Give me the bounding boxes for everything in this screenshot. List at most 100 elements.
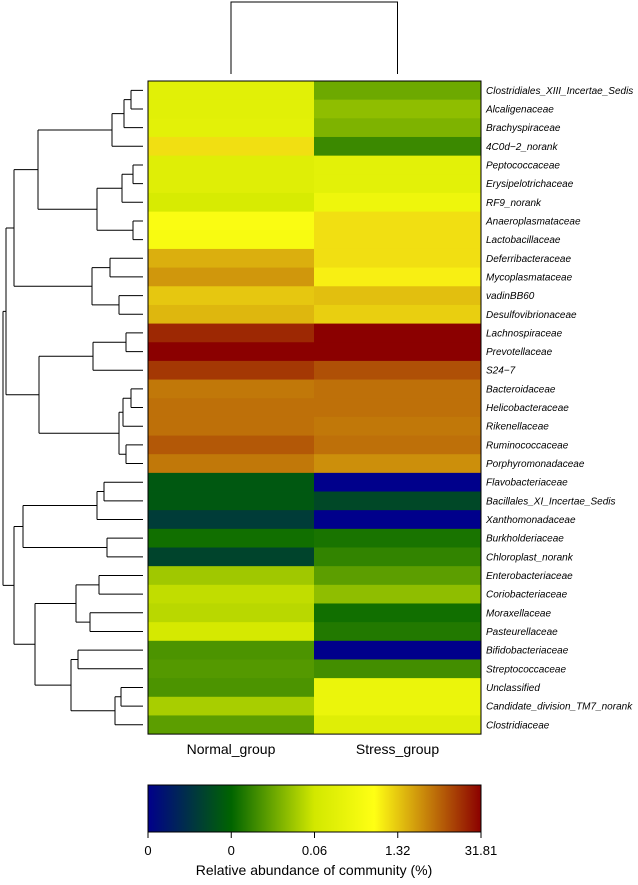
row-label: Lachnospiraceae <box>486 328 563 339</box>
row-label: Coriobacteriaceae <box>486 590 568 601</box>
heatmap-border <box>147 80 482 735</box>
heatmap-cell <box>148 248 314 268</box>
heatmap-cell <box>314 491 481 511</box>
heatmap-cell <box>314 304 481 324</box>
heatmap-cell <box>148 323 314 343</box>
heatmap-cell <box>314 342 481 362</box>
heatmap-cell <box>314 136 481 157</box>
row-label: Brachyspiraceae <box>486 123 561 134</box>
heatmap-cell <box>314 99 481 119</box>
heatmap-cell <box>314 211 481 231</box>
legend-title: Relative abundance of community (%) <box>196 862 433 878</box>
heatmap-cell <box>314 81 481 101</box>
heatmap-cell <box>314 715 481 735</box>
row-label: Deferribacteraceae <box>486 254 571 265</box>
heatmap-cell <box>148 304 314 324</box>
row-label: Unclassified <box>486 683 540 694</box>
heatmap-cell <box>314 230 481 250</box>
heatmap-cell <box>148 454 314 474</box>
heatmap-cell <box>148 118 314 138</box>
row-label: Erysipelotrichaceae <box>486 179 574 190</box>
heatmap-cell <box>314 528 481 548</box>
legend-ticks: 0 0 0.06 1.32 31.81 <box>144 832 497 858</box>
heatmap-cell <box>148 584 314 604</box>
row-label: Lactobacillaceae <box>486 235 561 246</box>
row-label: Ruminococcaceae <box>486 440 569 451</box>
row-label: RF9_norank <box>486 198 542 209</box>
row-label: 4C0d−2_norank <box>486 142 558 153</box>
heatmap-cell <box>314 640 481 660</box>
heatmap-cell <box>314 286 481 306</box>
row-label: Bifidobacteriaceae <box>486 646 569 657</box>
legend-tick-label: 0.06 <box>302 843 327 858</box>
heatmap-cell <box>148 398 314 418</box>
heatmap-cell <box>314 155 481 175</box>
heatmap-cell <box>314 416 481 436</box>
color-legend: 0 0 0.06 1.32 31.81 Relative abundance of co… <box>144 784 497 878</box>
heatmap-cell <box>148 211 314 231</box>
heatmap-cell <box>314 360 481 380</box>
heatmap-cell <box>148 603 314 623</box>
row-label: Alcaligenaceae <box>485 104 554 115</box>
heatmap-cell <box>148 622 314 642</box>
heatmap-cell <box>148 696 314 716</box>
row-label: Bacteroidaceae <box>486 384 556 395</box>
row-label: Moraxellaceae <box>486 608 551 619</box>
heatmap-cell <box>314 118 481 138</box>
heatmap-cell <box>314 584 481 604</box>
heatmap-cell <box>314 566 481 586</box>
row-label: Helicobacteraceae <box>486 403 569 414</box>
heatmap-cell <box>148 715 314 735</box>
row-label: Burkholderiaceae <box>486 534 564 545</box>
heatmap-cell <box>148 416 314 436</box>
heatmap-cell <box>148 155 314 175</box>
heatmap-cell <box>148 286 314 306</box>
heatmap-cell <box>148 678 314 698</box>
row-label: Pasteurellaceae <box>486 627 558 638</box>
row-label: Clostridiaceae <box>486 720 550 731</box>
heatmap-cell <box>314 659 481 679</box>
legend-tick-label: 0 <box>144 843 151 858</box>
heatmap-cell <box>314 678 481 698</box>
row-label: Xanthomonadaceae <box>485 515 576 526</box>
heatmap-cell <box>148 342 314 362</box>
heatmap-cell <box>314 603 481 623</box>
column-label: Normal_group <box>187 741 276 757</box>
heatmap-cell <box>314 379 481 399</box>
row-label: Peptococcaceae <box>486 160 560 171</box>
heatmap-cell <box>314 323 481 343</box>
heatmap-cell <box>148 528 314 548</box>
row-label: vadinBB60 <box>486 291 535 302</box>
row-label: Porphyromonadaceae <box>486 459 585 470</box>
heatmap-cell <box>314 622 481 642</box>
row-label: Streptococcaceae <box>486 664 566 675</box>
heatmap-cells <box>148 81 481 735</box>
row-label: Mycoplasmataceae <box>486 272 573 283</box>
row-dendrogram <box>2 89 143 726</box>
legend-tick-label: 31.81 <box>465 843 498 858</box>
heatmap-cell <box>148 174 314 194</box>
column-dendrogram-branch <box>230 1 398 74</box>
heatmap-cell <box>314 267 481 287</box>
legend-tick-label: 0 <box>228 843 235 858</box>
heatmap-cell <box>314 472 481 492</box>
row-label: Desulfovibrionaceae <box>486 310 577 321</box>
heatmap-cell <box>148 136 314 157</box>
heatmap-cell <box>314 398 481 418</box>
heatmap-cell <box>148 81 314 101</box>
heatmap-cell <box>314 174 481 194</box>
row-label: Clostridiales_XIII_Incertae_Sedis <box>486 86 633 97</box>
heatmap-cell <box>148 472 314 492</box>
row-label: Rikenellaceae <box>486 422 549 433</box>
heatmap-cell <box>148 547 314 567</box>
heatmap-cell <box>148 267 314 287</box>
row-label: Anaeroplasmataceae <box>485 216 581 227</box>
row-label: Candidate_division_TM7_norank <box>486 702 633 713</box>
column-labels: Normal_group Stress_group <box>187 741 440 757</box>
heatmap-cell <box>148 510 314 530</box>
heatmap-cell <box>314 248 481 268</box>
row-labels: Clostridiales_XIII_Incertae_Sedis Alcalig… <box>485 86 633 731</box>
heatmap-cell <box>148 640 314 660</box>
heatmap-cell <box>148 435 314 455</box>
